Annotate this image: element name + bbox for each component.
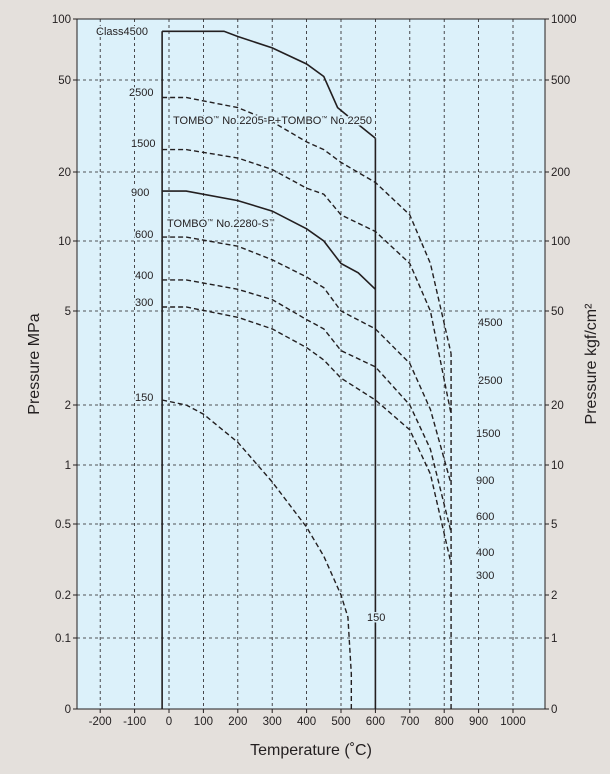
series-label-class4500: Class4500 — [96, 26, 148, 38]
x-tick-label: 900 — [469, 716, 488, 728]
y-left-tick-label: 10 — [58, 236, 71, 248]
plot-area — [76, 18, 546, 710]
y-left-tick-label: 0.5 — [55, 519, 71, 531]
x-axis-title: Temperature (˚C) — [250, 742, 372, 759]
series-label-150: 150 — [135, 392, 153, 404]
product-annotation: TOMBO™ No.2280-S™ — [167, 218, 275, 230]
y-right-tick-label: 0 — [551, 704, 557, 716]
series-line-900 — [162, 190, 376, 290]
x-tick-label: 0 — [166, 716, 172, 728]
series-label-2500: 2500 — [129, 87, 153, 99]
y-left-tick-label: 1 — [65, 460, 71, 472]
y-right-tick-label: 50 — [551, 306, 564, 318]
end-label-1500: 1500 — [476, 428, 500, 440]
y-right-tick-label: 1000 — [551, 14, 577, 26]
y-right-tick-label: 200 — [551, 167, 570, 179]
x-tick-label: 300 — [263, 716, 282, 728]
x-tick-label: -200 — [89, 716, 112, 728]
series-line-class4500 — [162, 30, 376, 139]
y-left-tick-label: 100 — [52, 14, 71, 26]
end-label-4500: 4500 — [478, 317, 502, 329]
series-line-400 — [162, 279, 452, 533]
y-right-tick-label: 5 — [551, 519, 557, 531]
y-right-tick-label: 500 — [551, 75, 570, 87]
series-labels: Class4500 2500 1500 900 600 400 300 150 4500 2500… — [95, 25, 504, 626]
series-line-600 — [162, 236, 452, 485]
y-right-tick-label: 20 — [551, 400, 564, 412]
series-label-400: 400 — [135, 270, 153, 282]
y-left-tick-label: 2 — [65, 400, 71, 412]
y-axis-right-title: Pressure kgf/cm² — [583, 303, 600, 425]
series-label-600: 600 — [135, 229, 153, 241]
y-right-tick-label: 100 — [551, 236, 570, 248]
end-label-400: 400 — [476, 547, 494, 559]
x-tick-label: 1000 — [500, 716, 526, 728]
y-left-tick-label: 0.2 — [55, 590, 71, 602]
x-tick-label: 400 — [297, 716, 316, 728]
y-right-tick-label: 10 — [551, 460, 564, 472]
y-left-tick-label: 5 — [65, 306, 71, 318]
end-label-150: 150 — [367, 612, 385, 624]
end-label-600: 600 — [476, 511, 494, 523]
end-label-2500: 2500 — [478, 375, 502, 387]
end-label-300: 300 — [476, 570, 494, 582]
x-tick-label: 700 — [400, 716, 419, 728]
x-tick-label: 800 — [435, 716, 454, 728]
product-annotation: TOMBO™ No.2205-P+TOMBO™ No.2250 — [173, 115, 372, 127]
y-left-tick-label: 50 — [58, 75, 71, 87]
x-tick-label: 200 — [228, 716, 247, 728]
x-tick-label: 600 — [366, 716, 385, 728]
x-tick-label: -100 — [123, 716, 146, 728]
series-line-150 — [161, 399, 352, 674]
y-left-tick-label: 0.1 — [55, 633, 71, 645]
series-line-300 — [162, 306, 452, 564]
series-label-1500: 1500 — [131, 138, 155, 150]
series-line-2500 — [162, 96, 452, 354]
series-label-300: 300 — [135, 297, 153, 309]
y-axis-left-title: Pressure MPa — [26, 313, 43, 414]
y-left-tick-label: 0 — [65, 704, 71, 716]
ticks: -200 -100 0 100 200 300 400 500 600 700 800 900 1000… — [52, 14, 577, 728]
series-line-1500 — [162, 148, 452, 415]
x-tick-label: 100 — [194, 716, 213, 728]
x-tick-label: 500 — [331, 716, 350, 728]
end-label-900: 900 — [476, 475, 494, 487]
y-right-tick-label: 1 — [551, 633, 557, 645]
y-left-tick-label: 20 — [58, 167, 71, 179]
temperature-limit-lines — [161, 31, 452, 709]
y-right-tick-label: 2 — [551, 590, 557, 602]
series-label-900: 900 — [131, 187, 149, 199]
series-group — [161, 30, 452, 674]
